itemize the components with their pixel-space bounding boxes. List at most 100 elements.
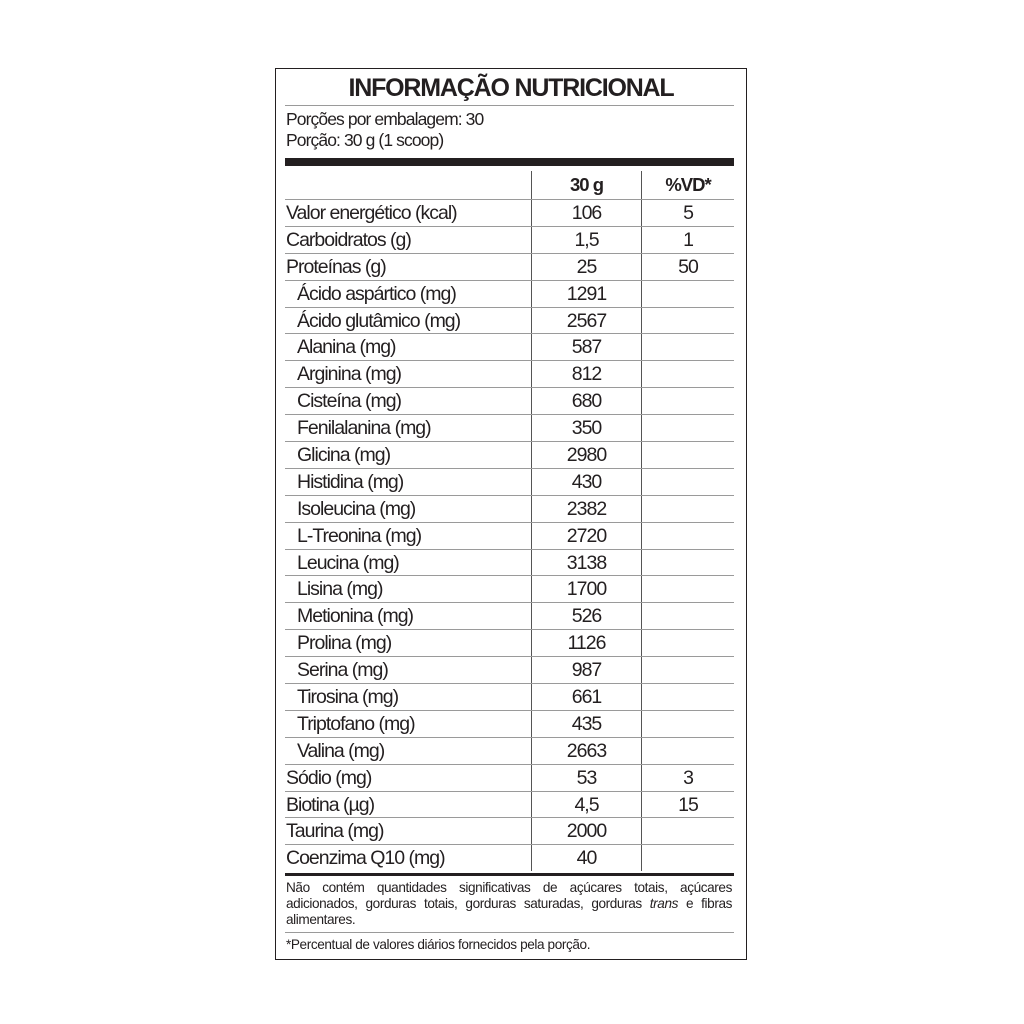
nutrient-name: Cisteína (mg) <box>285 387 532 416</box>
nutrient-amount: 2720 <box>531 522 642 550</box>
header-blank <box>285 171 532 200</box>
nutrient-name: Tirosina (mg) <box>285 683 532 711</box>
nutrient-amount: 430 <box>531 468 642 496</box>
header-amount: 30 g <box>531 171 642 200</box>
nutrient-dv <box>641 656 734 685</box>
nutrient-name: Fenilalanina (mg) <box>285 414 532 443</box>
nutrient-name: Serina (mg) <box>285 656 532 685</box>
table-row: Triptofano (mg) 435 <box>285 710 734 738</box>
nutrient-dv <box>641 468 734 496</box>
table-row: Histidina (mg) 430 <box>285 468 734 496</box>
nutrient-name: Biotina (µg) <box>285 791 532 819</box>
nutrient-amount: 106 <box>531 199 642 227</box>
nutrient-amount: 53 <box>531 764 642 792</box>
nutrient-name: Isoleucina (mg) <box>285 495 532 523</box>
nutrient-name: Carboidratos (g) <box>285 226 532 254</box>
label-header: INFORMAÇÃO NUTRICIONAL Porções por embal… <box>276 69 746 171</box>
divider <box>285 932 734 934</box>
nutrient-dv <box>641 549 734 577</box>
label-body: 30 g %VD* Valor energético (kcal) 106 5 Car… <box>285 171 734 953</box>
nutrient-name: Coenzima Q10 (mg) <box>286 847 446 870</box>
table-row: Cisteína (mg) 680 <box>285 387 734 416</box>
serving-size: Porção: 30 g (1 scoop) <box>286 130 444 150</box>
nutrient-amount: 661 <box>531 683 642 711</box>
nutrient-dv <box>641 360 734 389</box>
nutrient-name: Metionina (mg) <box>285 602 532 631</box>
table-row: Isoleucina (mg) 2382 <box>285 495 734 523</box>
header-dv: %VD* <box>641 171 734 200</box>
servings-per-package: Porções por embalagem: 30 <box>286 109 484 129</box>
nutrient-amount: 987 <box>531 656 642 685</box>
nutrient-amount: 680 <box>531 387 642 416</box>
table-row: Valina (mg) 2663 <box>285 737 734 765</box>
nutrient-dv <box>641 710 734 738</box>
nutrient-dv <box>641 280 734 308</box>
nutrient-dv <box>641 441 734 469</box>
nutrient-name: Arginina (mg) <box>285 360 532 389</box>
table-row: Taurina (mg) 2000 <box>285 817 734 846</box>
label-title: INFORMAÇÃO NUTRICIONAL <box>348 74 675 102</box>
table-row: Leucina (mg) 3138 <box>285 549 734 577</box>
nutrient-amount: 3138 <box>531 549 642 577</box>
nutrient-name: Prolina (mg) <box>285 629 532 658</box>
nutrient-dv <box>641 602 734 631</box>
nutrient-name: Sódio (mg) <box>285 764 532 792</box>
nutrient-amount: 587 <box>531 333 642 362</box>
nutrient-amount: 2382 <box>531 495 642 523</box>
thick-divider <box>285 158 734 166</box>
nutrient-dv <box>641 575 734 604</box>
table-row: Ácido glutâmico (mg) 2567 <box>285 307 734 335</box>
nutrient-name: Valor energético (kcal) <box>285 199 532 227</box>
nutrient-dv: 5 <box>641 199 734 227</box>
nutrient-amount: 1126 <box>531 629 642 658</box>
nutrient-name: Leucina (mg) <box>285 549 532 577</box>
nutrient-amount: 526 <box>531 602 642 631</box>
nutrient-name: Valina (mg) <box>285 737 532 765</box>
nutrient-name: Taurina (mg) <box>285 817 532 846</box>
nutrient-amount: 4,5 <box>531 791 642 819</box>
nutrient-dv: 3 <box>641 764 734 792</box>
nutrient-dv <box>641 683 734 711</box>
nutrient-dv <box>641 844 734 872</box>
nutrient-amount: 812 <box>531 360 642 389</box>
table-row: Alanina (mg) 587 <box>285 333 734 362</box>
note-italic: trans <box>649 896 679 912</box>
nutrient-name: Proteínas (g) <box>285 253 532 281</box>
nutrient-dv: 15 <box>641 791 734 819</box>
nutrient-dv <box>641 333 734 362</box>
note-text: Não contém quantidades significativas de… <box>286 880 732 912</box>
divider <box>285 105 734 106</box>
table-row: Fenilalanina (mg) 350 <box>285 414 734 443</box>
table-row: Valor energético (kcal) 106 5 <box>285 199 734 227</box>
nutrient-amount: 1700 <box>531 575 642 604</box>
table-header: 30 g %VD* <box>285 171 734 200</box>
nutrient-name: Lisina (mg) <box>285 575 532 604</box>
table-row: Serina (mg) 987 <box>285 656 734 685</box>
nutrient-dv <box>641 387 734 416</box>
nutrient-dv <box>641 307 734 335</box>
nutrient-name: Ácido aspártico (mg) <box>285 280 532 308</box>
note-text-end: e fibras alimentares. <box>286 896 732 928</box>
thick-divider <box>285 873 734 877</box>
table-row: Tirosina (mg) 661 <box>285 683 734 711</box>
footnote: *Percentual de valores diários fornecido… <box>286 937 591 953</box>
nutrient-name: Histidina (mg) <box>285 468 532 496</box>
nutrient-amount: 2567 <box>531 307 642 335</box>
nutrient-amount: 40 <box>531 844 642 872</box>
table-row: Arginina (mg) 812 <box>285 360 734 389</box>
nutrition-facts-label: INFORMAÇÃO NUTRICIONAL Porções por embal… <box>275 68 747 961</box>
table-row: Proteínas (g) 25 50 <box>285 253 734 281</box>
table-row: Ácido aspártico (mg) 1291 <box>285 280 734 308</box>
nutrient-dv <box>641 817 734 846</box>
nutrient-amount: 2663 <box>531 737 642 765</box>
disclaimer-note: Não contém quantidades significativas de… <box>286 880 732 928</box>
table-row: Coenzima Q10 (mg) 40 <box>285 844 734 872</box>
nutrient-dv: 50 <box>641 253 734 281</box>
nutrient-amount: 1,5 <box>531 226 642 254</box>
table-row: Biotina (µg) 4,5 15 <box>285 791 734 819</box>
nutrient-name: Ácido glutâmico (mg) <box>285 307 532 335</box>
nutrient-dv <box>641 495 734 523</box>
nutrient-amount: 435 <box>531 710 642 738</box>
nutrient-amount: 350 <box>531 414 642 443</box>
table-row: Sódio (mg) 53 3 <box>285 764 734 792</box>
